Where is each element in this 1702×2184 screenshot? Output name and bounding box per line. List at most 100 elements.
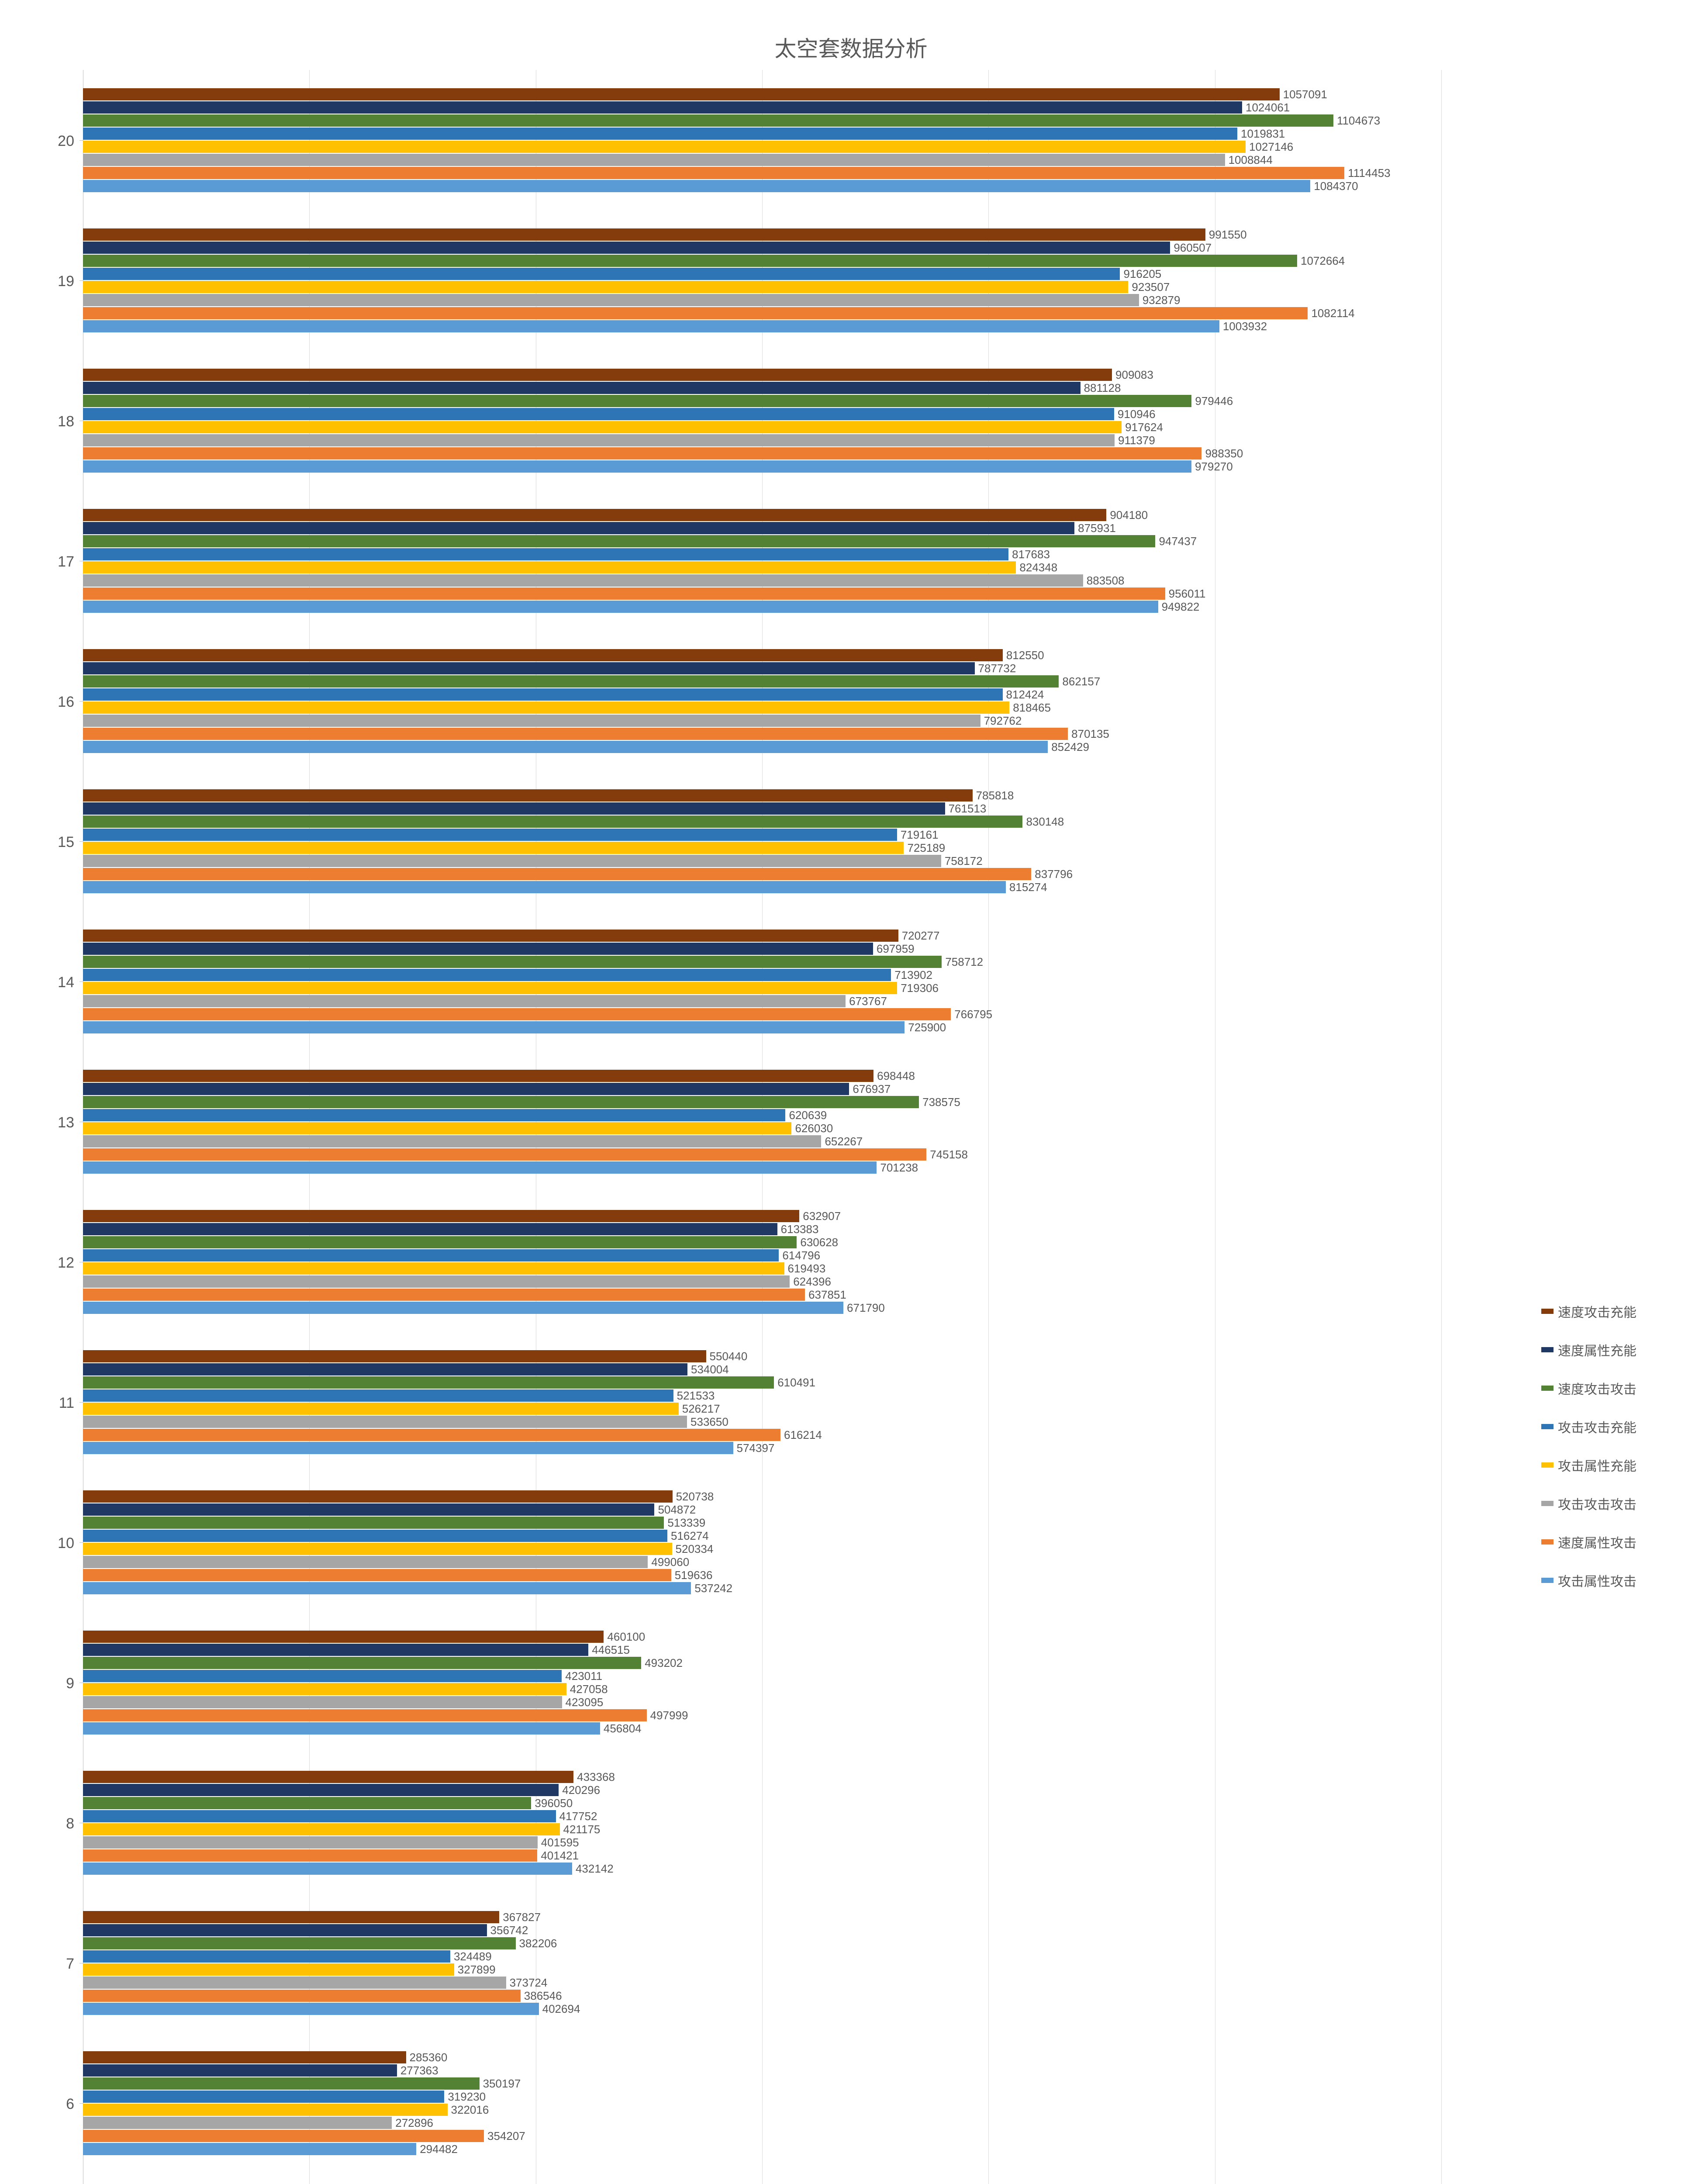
y-tick-label: 19 [39, 273, 74, 290]
legend: 速度攻击充能速度属性充能速度攻击攻击攻击攻击充能攻击属性充能攻击攻击攻击速度属性… [1541, 1302, 1636, 1609]
legend-item: 速度属性充能 [1541, 1340, 1636, 1359]
legend-item: 速度攻击充能 [1541, 1302, 1636, 1321]
bar-value-label: 949822 [1162, 600, 1200, 614]
bar-value-label: 870135 [1071, 727, 1109, 741]
bar [83, 1810, 556, 1822]
legend-swatch [1541, 1424, 1554, 1429]
bar-value-label: 713902 [894, 968, 932, 982]
bar [83, 2104, 448, 2116]
y-tick [79, 140, 83, 141]
bar [83, 1376, 774, 1389]
bar [83, 956, 942, 968]
bar-group: 9090838811289794469109469176249113799883… [83, 369, 1441, 473]
bar [83, 1670, 562, 1682]
bar [83, 943, 873, 955]
bar-value-label: 725189 [907, 841, 945, 855]
bar-value-label: 979270 [1195, 460, 1233, 473]
bar [83, 382, 1081, 394]
chart-title: 太空套数据分析 [0, 31, 1702, 63]
bar-value-label: 852429 [1051, 740, 1089, 754]
bar-value-label: 881128 [1084, 381, 1121, 395]
bar-value-label: 725900 [908, 1021, 946, 1034]
y-tick [79, 1542, 83, 1543]
bar-value-label: 322016 [451, 2103, 489, 2117]
bar-value-label: 533650 [690, 1415, 728, 1429]
y-tick-label: 9 [39, 1675, 74, 1692]
bar [83, 1275, 790, 1288]
bar [83, 995, 846, 1007]
bar [83, 930, 898, 942]
bar [83, 789, 973, 802]
bar-value-label: 652267 [825, 1135, 863, 1148]
legend-swatch [1541, 1462, 1554, 1468]
bar-value-label: 673767 [849, 995, 887, 1008]
bar [83, 522, 1074, 534]
bar [83, 2091, 444, 2103]
bar [83, 1709, 647, 1721]
bar [83, 154, 1225, 166]
bar-value-label: 923507 [1132, 280, 1170, 294]
legend-item: 攻击属性攻击 [1541, 1571, 1636, 1590]
legend-item: 攻击攻击充能 [1541, 1417, 1636, 1436]
legend-swatch [1541, 1309, 1554, 1314]
bar [83, 167, 1344, 179]
bar [83, 574, 1083, 587]
bar [83, 369, 1112, 381]
bar-value-label: 537242 [694, 1582, 732, 1595]
bar-value-label: 550440 [710, 1350, 748, 1363]
bar-value-label: 991550 [1209, 228, 1247, 242]
bar [83, 1021, 905, 1033]
bar-value-label: 626030 [795, 1122, 833, 1135]
bar [83, 101, 1242, 114]
bar [83, 1135, 821, 1147]
bar [83, 1990, 521, 2002]
bar-group: 1057091102406111046731019831102714610088… [83, 88, 1441, 192]
bar [83, 1289, 805, 1301]
bar [83, 294, 1139, 306]
bar [83, 868, 1031, 880]
bar [83, 509, 1106, 521]
bar-value-label: 373724 [510, 1976, 548, 1990]
bar-value-label: 619493 [788, 1262, 826, 1275]
bar [83, 1096, 919, 1108]
bar [83, 1911, 499, 1923]
bar-value-label: 534004 [691, 1363, 729, 1376]
legend-item: 攻击攻击攻击 [1541, 1494, 1636, 1513]
y-tick-label: 13 [39, 1114, 74, 1131]
bar [83, 728, 1068, 740]
bar [83, 548, 1008, 560]
legend-label: 速度攻击攻击 [1558, 1379, 1636, 1398]
legend-swatch [1541, 1347, 1554, 1352]
bar-value-label: 1003932 [1223, 320, 1267, 333]
bar [83, 1122, 791, 1134]
y-tick-label: 7 [39, 1956, 74, 1973]
bar-group: 3678273567423822063244893278993737243865… [83, 1911, 1441, 2015]
bar-group: 4333684202963960504177524211754015954014… [83, 1771, 1441, 1875]
bar [83, 1797, 531, 1809]
legend-label: 速度属性攻击 [1558, 1532, 1636, 1552]
bar [83, 675, 1059, 688]
legend-item: 攻击属性充能 [1541, 1455, 1636, 1475]
bar [83, 228, 1205, 241]
y-tick-label: 20 [39, 133, 74, 150]
bar-value-label: 396050 [535, 1797, 573, 1810]
bar-value-label: 758712 [945, 955, 983, 969]
bar [83, 802, 945, 815]
bar-value-label: 1027146 [1249, 140, 1293, 154]
y-tick-label: 10 [39, 1535, 74, 1552]
y-tick-label: 15 [39, 834, 74, 851]
y-tick [79, 981, 83, 982]
bar-value-label: 1019831 [1241, 127, 1285, 141]
bar-value-label: 386546 [524, 1989, 562, 2003]
bar-value-label: 446515 [592, 1643, 630, 1657]
bar-value-label: 423011 [565, 1669, 602, 1683]
bar-group: 5207385048725133395162745203344990605196… [83, 1490, 1441, 1594]
bar [83, 1937, 516, 1949]
bar-value-label: 526217 [682, 1402, 720, 1416]
bar [83, 816, 1022, 828]
bar [83, 114, 1333, 127]
bar [83, 1503, 654, 1516]
bar [83, 587, 1165, 600]
bar [83, 842, 904, 854]
bar-value-label: 758172 [945, 854, 983, 868]
